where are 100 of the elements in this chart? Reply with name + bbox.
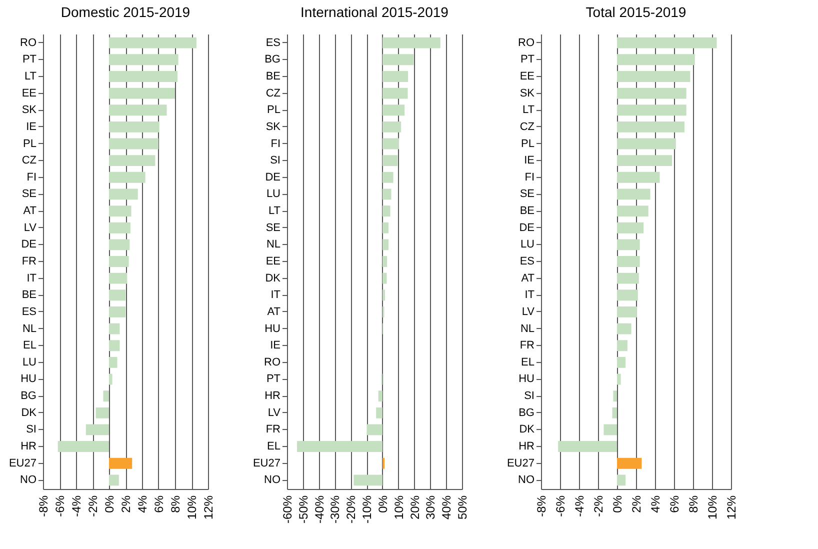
x-tick-label: 30%: [424, 495, 438, 520]
bar: [382, 71, 408, 82]
x-tick-label: -10%: [360, 495, 374, 524]
bar: [617, 104, 686, 116]
bar: [109, 256, 129, 267]
bar: [617, 71, 690, 82]
x-tick-label: 0%: [102, 495, 116, 513]
y-tick-label: LV: [24, 222, 38, 234]
y-tick-label: DK: [265, 272, 282, 284]
y-tick-label: SI: [26, 424, 36, 436]
bar: [109, 172, 146, 183]
x-tick-label: 4%: [136, 495, 150, 513]
y-tick-label: NO: [264, 474, 281, 486]
y-tick-label: HU: [20, 373, 37, 386]
x-tick-label: 4%: [648, 495, 662, 513]
bar: [109, 458, 132, 469]
y-tick-label: PT: [520, 54, 535, 66]
bar: [382, 222, 388, 234]
y-tick-label: IT: [524, 289, 535, 302]
bar: [617, 172, 660, 183]
bar: [109, 54, 178, 66]
y-tick-label: SI: [270, 154, 280, 167]
y-tick-label: FI: [26, 171, 36, 184]
y-tick-label: LU: [520, 238, 535, 251]
bar: [58, 441, 109, 452]
y-tick-label: IT: [26, 272, 37, 284]
bar: [382, 458, 385, 469]
y-tick-label: IE: [270, 340, 280, 352]
bar: [617, 290, 638, 301]
bar: [109, 206, 132, 217]
y-tick-label: RO: [518, 36, 535, 49]
bar: [382, 121, 402, 132]
bar: [109, 340, 120, 352]
bar: [617, 356, 626, 368]
y-tick-label: PT: [266, 373, 281, 386]
y-tick-label: SK: [520, 87, 536, 100]
bar: [382, 239, 388, 250]
y-tick-label: PL: [521, 138, 534, 150]
bar: [382, 272, 387, 284]
y-tick-label: ES: [266, 36, 280, 49]
y-tick-label: LV: [268, 406, 282, 419]
x-tick-label: 40%: [440, 495, 454, 520]
y-tick-label: FR: [266, 424, 281, 436]
bar: [617, 88, 686, 99]
y-tick-label: EU27: [8, 457, 36, 470]
y-tick-label: BE: [520, 205, 534, 218]
bar: [96, 407, 109, 418]
x-tick-label: -30%: [328, 495, 342, 524]
bar: [109, 374, 112, 385]
x-tick-label: 10%: [706, 495, 720, 520]
y-tick-label: CZ: [520, 120, 535, 133]
bar: [109, 121, 160, 132]
y-tick-label: SE: [520, 188, 534, 200]
y-tick-label: BG: [20, 390, 36, 402]
x-tick-label: -20%: [344, 495, 358, 524]
y-tick-label: DE: [21, 238, 36, 251]
bar: [617, 340, 628, 352]
bar: [382, 188, 392, 200]
x-tick-label: -2%: [592, 495, 606, 517]
x-tick-label: 8%: [686, 495, 700, 513]
y-tick-label: AT: [267, 306, 281, 318]
y-tick-label: FR: [520, 340, 535, 352]
y-tick-label: HR: [518, 440, 535, 453]
bar: [382, 172, 394, 183]
x-tick-label: -2%: [86, 495, 100, 517]
x-tick-label: -4%: [70, 495, 84, 517]
chart-title: Total 2015-2019: [586, 4, 686, 20]
bar: [382, 138, 399, 150]
y-tick-label: NO: [518, 474, 535, 486]
y-tick-label: EE: [266, 256, 280, 268]
bar: [612, 407, 617, 418]
x-tick-label: 0%: [376, 495, 390, 513]
bar: [109, 138, 158, 150]
y-tick-label: LV: [522, 306, 536, 318]
bar: [109, 356, 118, 368]
x-tick-label: 20%: [408, 495, 422, 520]
y-tick-label: BG: [264, 54, 280, 66]
y-tick-label: DE: [519, 222, 534, 234]
y-tick-label: RO: [264, 356, 281, 368]
bar: [382, 54, 414, 66]
bar: [109, 104, 167, 116]
bar: [617, 306, 637, 318]
y-tick-label: SK: [22, 104, 38, 116]
y-tick-label: PL: [23, 138, 36, 150]
y-tick-label: SE: [266, 222, 280, 234]
y-tick-label: PT: [22, 54, 37, 66]
y-tick-label: ES: [22, 306, 36, 318]
y-tick-label: CZ: [266, 87, 281, 100]
x-tick-label: 2%: [630, 495, 644, 513]
y-tick-label: EE: [520, 70, 534, 82]
y-tick-label: PL: [267, 104, 280, 116]
y-tick-label: CZ: [22, 154, 37, 167]
y-tick-label: NL: [266, 238, 280, 251]
bar: [617, 206, 648, 217]
bar: [382, 155, 398, 166]
bar: [617, 222, 644, 234]
y-tick-label: EL: [23, 340, 36, 352]
bar: [354, 474, 382, 486]
bar: [382, 104, 405, 116]
y-tick-label: HU: [518, 373, 535, 386]
